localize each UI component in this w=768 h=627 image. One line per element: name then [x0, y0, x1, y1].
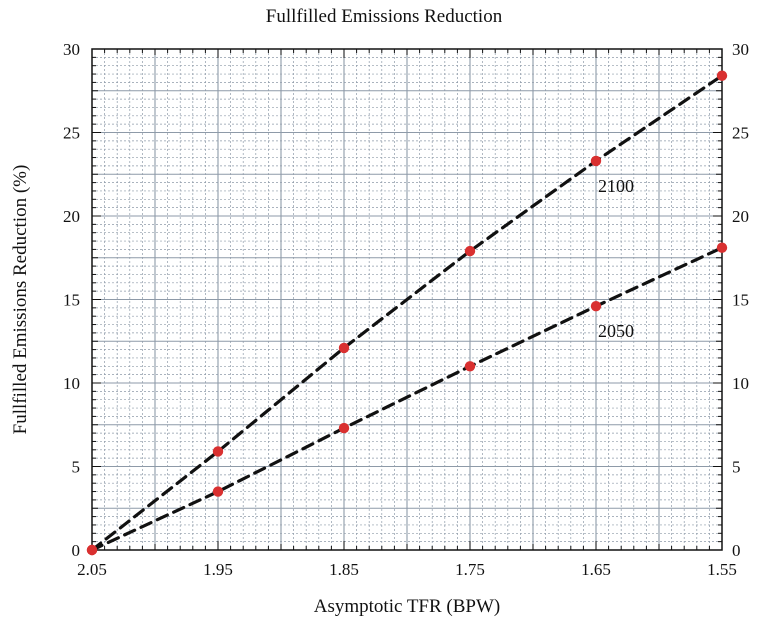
y-tick-label-right: 30	[732, 40, 749, 59]
x-tick-labels: 2.05 1.95 1.85 1.75 1.65 1.55	[77, 560, 737, 579]
series	[90, 74, 724, 552]
x-tick-label: 2.05	[77, 560, 107, 579]
series-annotation: 2100	[598, 176, 634, 196]
data-point-2100	[212, 446, 224, 457]
series-annotations: 2100 2050	[598, 176, 634, 341]
series-line-2100	[90, 74, 724, 552]
data-point-2050	[212, 486, 224, 497]
x-tick-label: 1.85	[329, 560, 359, 579]
y-axis-label: Fullfilled Emissions Reduction (%)	[10, 165, 31, 435]
chart-title: Fullfilled Emissions Reduction	[265, 6, 503, 27]
y-tick-labels-left: 0 5 10 15 20 25 30	[63, 40, 80, 560]
y-tick-label-right: 15	[732, 291, 749, 310]
x-tick-label: 1.75	[455, 560, 485, 579]
y-tick-label-right: 5	[732, 458, 741, 477]
x-tick-label: 1.55	[707, 560, 737, 579]
y-tick-label: 20	[63, 207, 80, 226]
y-tick-label: 10	[63, 374, 80, 393]
data-point-2050	[590, 300, 602, 312]
y-tick-label: 5	[72, 458, 81, 477]
y-tick-label-right: 20	[732, 207, 749, 226]
data-point-2050	[86, 544, 98, 556]
x-axis-label: Asymptotic TFR (BPW)	[314, 596, 501, 617]
x-tick-label: 1.65	[581, 560, 611, 579]
series-line-2050	[90, 246, 724, 552]
data-point-2050	[338, 422, 350, 434]
y-tick-label: 0	[72, 541, 81, 560]
data-point-2100	[590, 155, 602, 167]
data-point-2050	[716, 242, 728, 253]
y-tick-label-right: 25	[732, 124, 749, 143]
data-point-2100	[716, 70, 728, 81]
series-annotation: 2050	[598, 321, 634, 341]
y-tick-label: 30	[63, 40, 80, 59]
x-tick-label: 1.95	[203, 560, 233, 579]
data-point-2100	[338, 342, 350, 354]
data-point-2050	[464, 361, 476, 372]
grid	[92, 49, 722, 550]
markers	[86, 70, 728, 556]
data-point-2100	[464, 245, 476, 257]
y-tick-label-right: 0	[732, 541, 741, 560]
y-tick-label: 25	[63, 124, 80, 143]
y-tick-label: 15	[63, 291, 80, 310]
y-tick-labels-right: 0 5 10 15 20 25 30	[732, 40, 749, 560]
y-tick-label-right: 10	[732, 374, 749, 393]
axis-ticks	[91, 48, 723, 551]
